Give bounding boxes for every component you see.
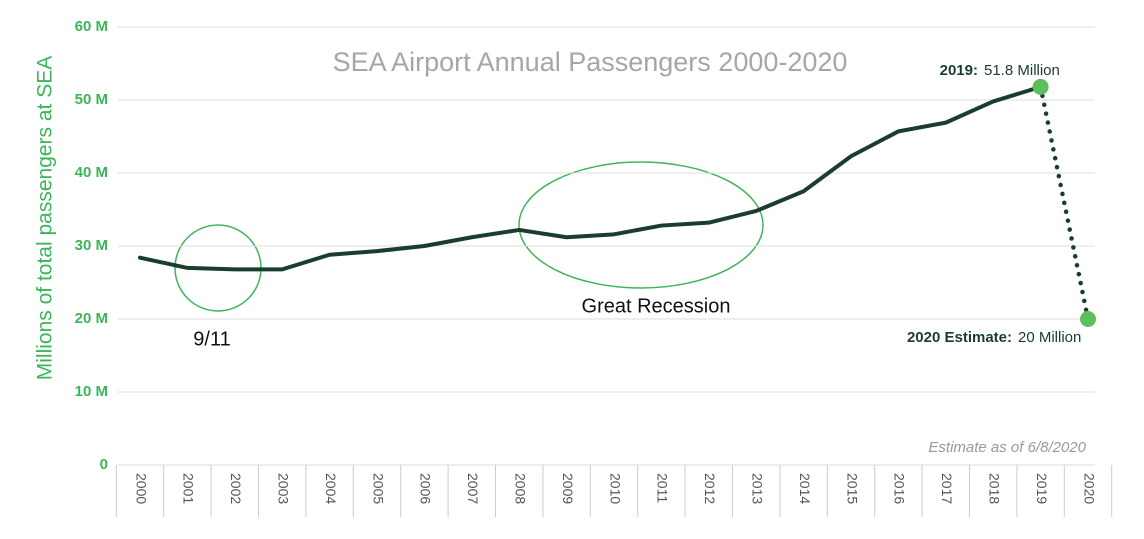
y-tick-label: 20 M bbox=[75, 310, 108, 327]
x-tick-label: 2017 bbox=[939, 473, 955, 504]
y-tick-label: 30 M bbox=[75, 237, 108, 254]
x-tick-label: 2009 bbox=[560, 473, 576, 504]
marker bbox=[1032, 78, 1049, 95]
x-tick-label: 2018 bbox=[986, 473, 1002, 504]
x-tick-label: 2011 bbox=[655, 473, 671, 503]
annotation: Great Recession bbox=[582, 295, 731, 317]
x-tick-label: 2019 bbox=[1034, 473, 1050, 504]
y-tick-label: 50 M bbox=[75, 91, 108, 108]
data-label: 51.8 Million bbox=[984, 62, 1060, 79]
highlight-ellipse bbox=[518, 161, 764, 289]
annotation: 9/11 bbox=[193, 328, 230, 350]
x-tick-label: 2013 bbox=[749, 473, 765, 504]
x-tick-label: 2008 bbox=[512, 473, 528, 504]
y-tick-label: 60 M bbox=[75, 18, 108, 35]
line-dotted bbox=[1038, 84, 1091, 322]
line bbox=[138, 84, 1043, 272]
x-tick-label: 2015 bbox=[844, 473, 860, 504]
x-tick-label: 2002 bbox=[228, 473, 244, 504]
x-tick-label: 2003 bbox=[275, 473, 291, 504]
x-tick-label: 2005 bbox=[370, 473, 386, 504]
x-tick-label: 2020 bbox=[1081, 473, 1097, 504]
y-axis-label: Millions of total passengers at SEA bbox=[34, 56, 57, 381]
x-tick-label: 2012 bbox=[702, 473, 718, 504]
x-tick-label: 2014 bbox=[797, 473, 813, 504]
x-tick-label: 2004 bbox=[323, 473, 339, 504]
annotation: 2020 Estimate: bbox=[907, 329, 1012, 346]
marker bbox=[1080, 311, 1096, 327]
annotation: 2019: bbox=[940, 62, 978, 79]
note: Estimate as of 6/8/2020 bbox=[928, 439, 1086, 456]
data-label: 20 Million bbox=[1018, 329, 1081, 346]
x-tick-label: 2001 bbox=[181, 473, 197, 504]
x-tick-label: 2016 bbox=[892, 473, 908, 504]
x-tick-label: 2010 bbox=[607, 473, 623, 504]
y-tick-label: 0 bbox=[100, 456, 108, 473]
x-tick-label: 2007 bbox=[465, 473, 481, 504]
x-tick-label: 2006 bbox=[418, 473, 434, 504]
chart-title: SEA Airport Annual Passengers 2000-2020 bbox=[333, 47, 848, 77]
x-tick-label: 2000 bbox=[133, 473, 149, 504]
y-tick-label: 10 M bbox=[75, 383, 108, 400]
y-tick-label: 40 M bbox=[75, 164, 108, 181]
